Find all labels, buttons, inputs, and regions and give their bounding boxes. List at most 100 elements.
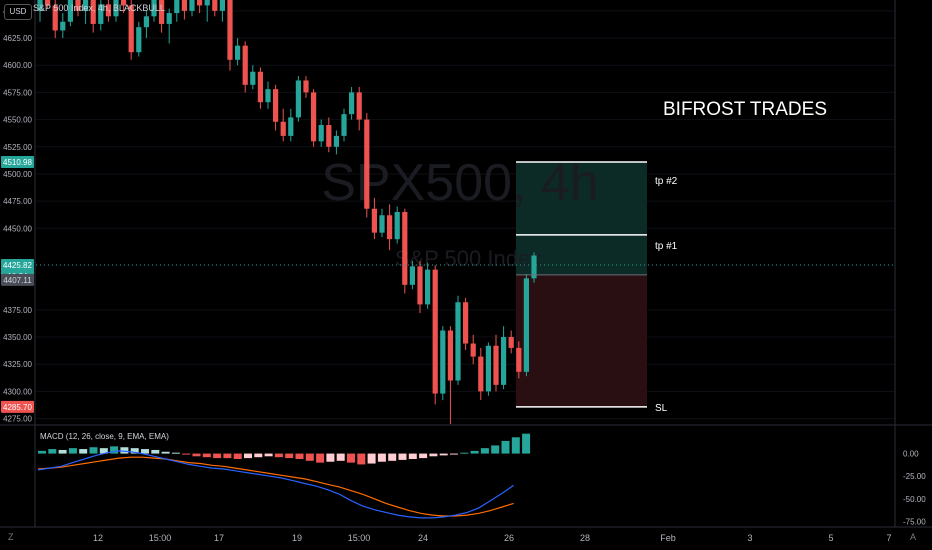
candle-body bbox=[235, 45, 241, 60]
macd-histogram-bar bbox=[79, 449, 88, 454]
macd-histogram-bar bbox=[192, 453, 201, 457]
macd-histogram-bar bbox=[367, 453, 376, 464]
sl-label: SL bbox=[655, 403, 668, 414]
macd-histogram-bar bbox=[89, 447, 98, 454]
macd-axis[interactable]: 0.00 -25.00 -50.00 -75.00 bbox=[903, 450, 926, 527]
candle-body bbox=[257, 71, 263, 103]
macd-histogram-bar bbox=[58, 449, 67, 454]
tp2-price-badge-bg bbox=[1, 156, 34, 169]
candle-body bbox=[113, 0, 119, 17]
macd-histogram-bar bbox=[202, 453, 211, 458]
macd-histogram-bar bbox=[99, 448, 108, 454]
macd-histogram-bar bbox=[480, 448, 489, 454]
time-axis-label: 28 bbox=[580, 533, 590, 543]
macd-histogram-bar bbox=[161, 451, 170, 454]
currency-button[interactable]: USD bbox=[4, 4, 32, 20]
time-axis-label: 5 bbox=[828, 533, 833, 543]
price-axis-label: 4475.00 bbox=[3, 197, 32, 206]
candle-body bbox=[371, 208, 377, 233]
candle-body bbox=[364, 119, 370, 209]
candle-body bbox=[45, 0, 51, 6]
candle-body bbox=[387, 215, 393, 240]
price-axis-label: 4600.00 bbox=[3, 61, 32, 70]
macd-histogram-bar bbox=[244, 453, 252, 459]
macd-histogram-bar bbox=[110, 446, 119, 454]
candle-body bbox=[204, 0, 210, 6]
candle-body bbox=[128, 5, 134, 53]
macd-histogram-bar bbox=[511, 437, 520, 454]
candle-body bbox=[447, 330, 453, 381]
candle-body bbox=[273, 89, 279, 122]
candle-body bbox=[151, 0, 157, 17]
macd-histogram-bar bbox=[182, 453, 191, 455]
sl-price-badge: 4285.70 bbox=[3, 403, 32, 412]
candle-body bbox=[485, 345, 491, 392]
candle-body bbox=[181, 0, 187, 11]
candle-body bbox=[174, 0, 180, 14]
price-axis-label: 4625.00 bbox=[3, 34, 32, 43]
candle-body bbox=[60, 21, 66, 31]
macd-histogram-bar bbox=[68, 448, 77, 454]
macd-histogram-bar bbox=[151, 449, 160, 454]
tp1-label: tp #1 bbox=[655, 241, 678, 252]
candle-body bbox=[311, 92, 317, 142]
candle-body bbox=[303, 80, 309, 93]
price-axis-label: 4525.00 bbox=[3, 143, 32, 152]
macd-axis-label: -75.00 bbox=[903, 517, 926, 526]
price-axis-label: 4450.00 bbox=[3, 224, 32, 233]
candle-body bbox=[326, 125, 332, 147]
timezone-icon[interactable]: Z bbox=[8, 532, 14, 542]
time-axis-label: 3 bbox=[747, 533, 752, 543]
candle-body bbox=[493, 345, 499, 385]
price-axis-label: 4375.00 bbox=[3, 306, 32, 315]
candle-body bbox=[523, 278, 529, 372]
trade-levels[interactable] bbox=[516, 161, 647, 408]
candle-body bbox=[75, 0, 81, 11]
candle-body bbox=[417, 266, 423, 305]
macd-histogram-bar bbox=[130, 448, 139, 454]
macd-histogram-bar bbox=[141, 449, 149, 454]
macd-histogram-bar bbox=[274, 453, 283, 458]
candle-body bbox=[288, 117, 294, 136]
candle-body bbox=[250, 71, 256, 85]
signal-line bbox=[37, 456, 514, 517]
candle-body bbox=[318, 125, 324, 142]
macd-histogram-bar bbox=[398, 453, 407, 460]
auto-scale-icon[interactable]: A bbox=[910, 532, 917, 542]
watermark-name: S&P 500 Index bbox=[395, 246, 541, 271]
candle-body bbox=[227, 0, 233, 60]
candle-body bbox=[333, 135, 339, 147]
tp2-price-badge: 4510.98 bbox=[3, 158, 32, 167]
time-axis-label: 26 bbox=[504, 533, 514, 543]
candle-body bbox=[349, 92, 355, 115]
current-price-badge-bg bbox=[1, 259, 34, 271]
price-axis[interactable]: 4650.004625.004600.004575.004550.004525.… bbox=[3, 7, 32, 424]
macd-axis-label: -50.00 bbox=[903, 495, 926, 504]
macd-histogram-bar bbox=[295, 453, 304, 460]
candle-body bbox=[219, 0, 225, 11]
candle-body bbox=[501, 337, 507, 385]
candle-body bbox=[478, 356, 484, 392]
macd-histogram-bar bbox=[439, 453, 448, 456]
candle-body bbox=[83, 0, 89, 11]
macd-histogram-bar bbox=[377, 453, 386, 462]
candle-body bbox=[440, 330, 446, 394]
macd-histogram-bar bbox=[285, 453, 294, 459]
candle-body bbox=[470, 343, 476, 357]
symbol-info[interactable]: S&P 500 Index, 4h, BLACKBULL bbox=[33, 3, 165, 13]
candle-body bbox=[432, 269, 438, 394]
entry-price-badge: 4407.11 bbox=[3, 276, 32, 285]
macd-legend[interactable]: MACD (12, 26, close, 9, EMA, EMA) bbox=[40, 432, 169, 441]
time-axis-label: Feb bbox=[660, 533, 676, 543]
macd-histogram-bar bbox=[254, 453, 263, 458]
candle-body bbox=[379, 215, 385, 233]
time-axis[interactable]: 12 15:00 17 19 15:00 24 26 28 Feb 3 5 7 bbox=[93, 533, 892, 543]
candle-body bbox=[508, 337, 514, 348]
macd-histogram-bar bbox=[120, 447, 129, 454]
candle-body bbox=[402, 212, 408, 285]
candle-body bbox=[37, 0, 43, 11]
candle-body bbox=[356, 92, 362, 120]
time-axis-label: 7 bbox=[886, 533, 891, 543]
